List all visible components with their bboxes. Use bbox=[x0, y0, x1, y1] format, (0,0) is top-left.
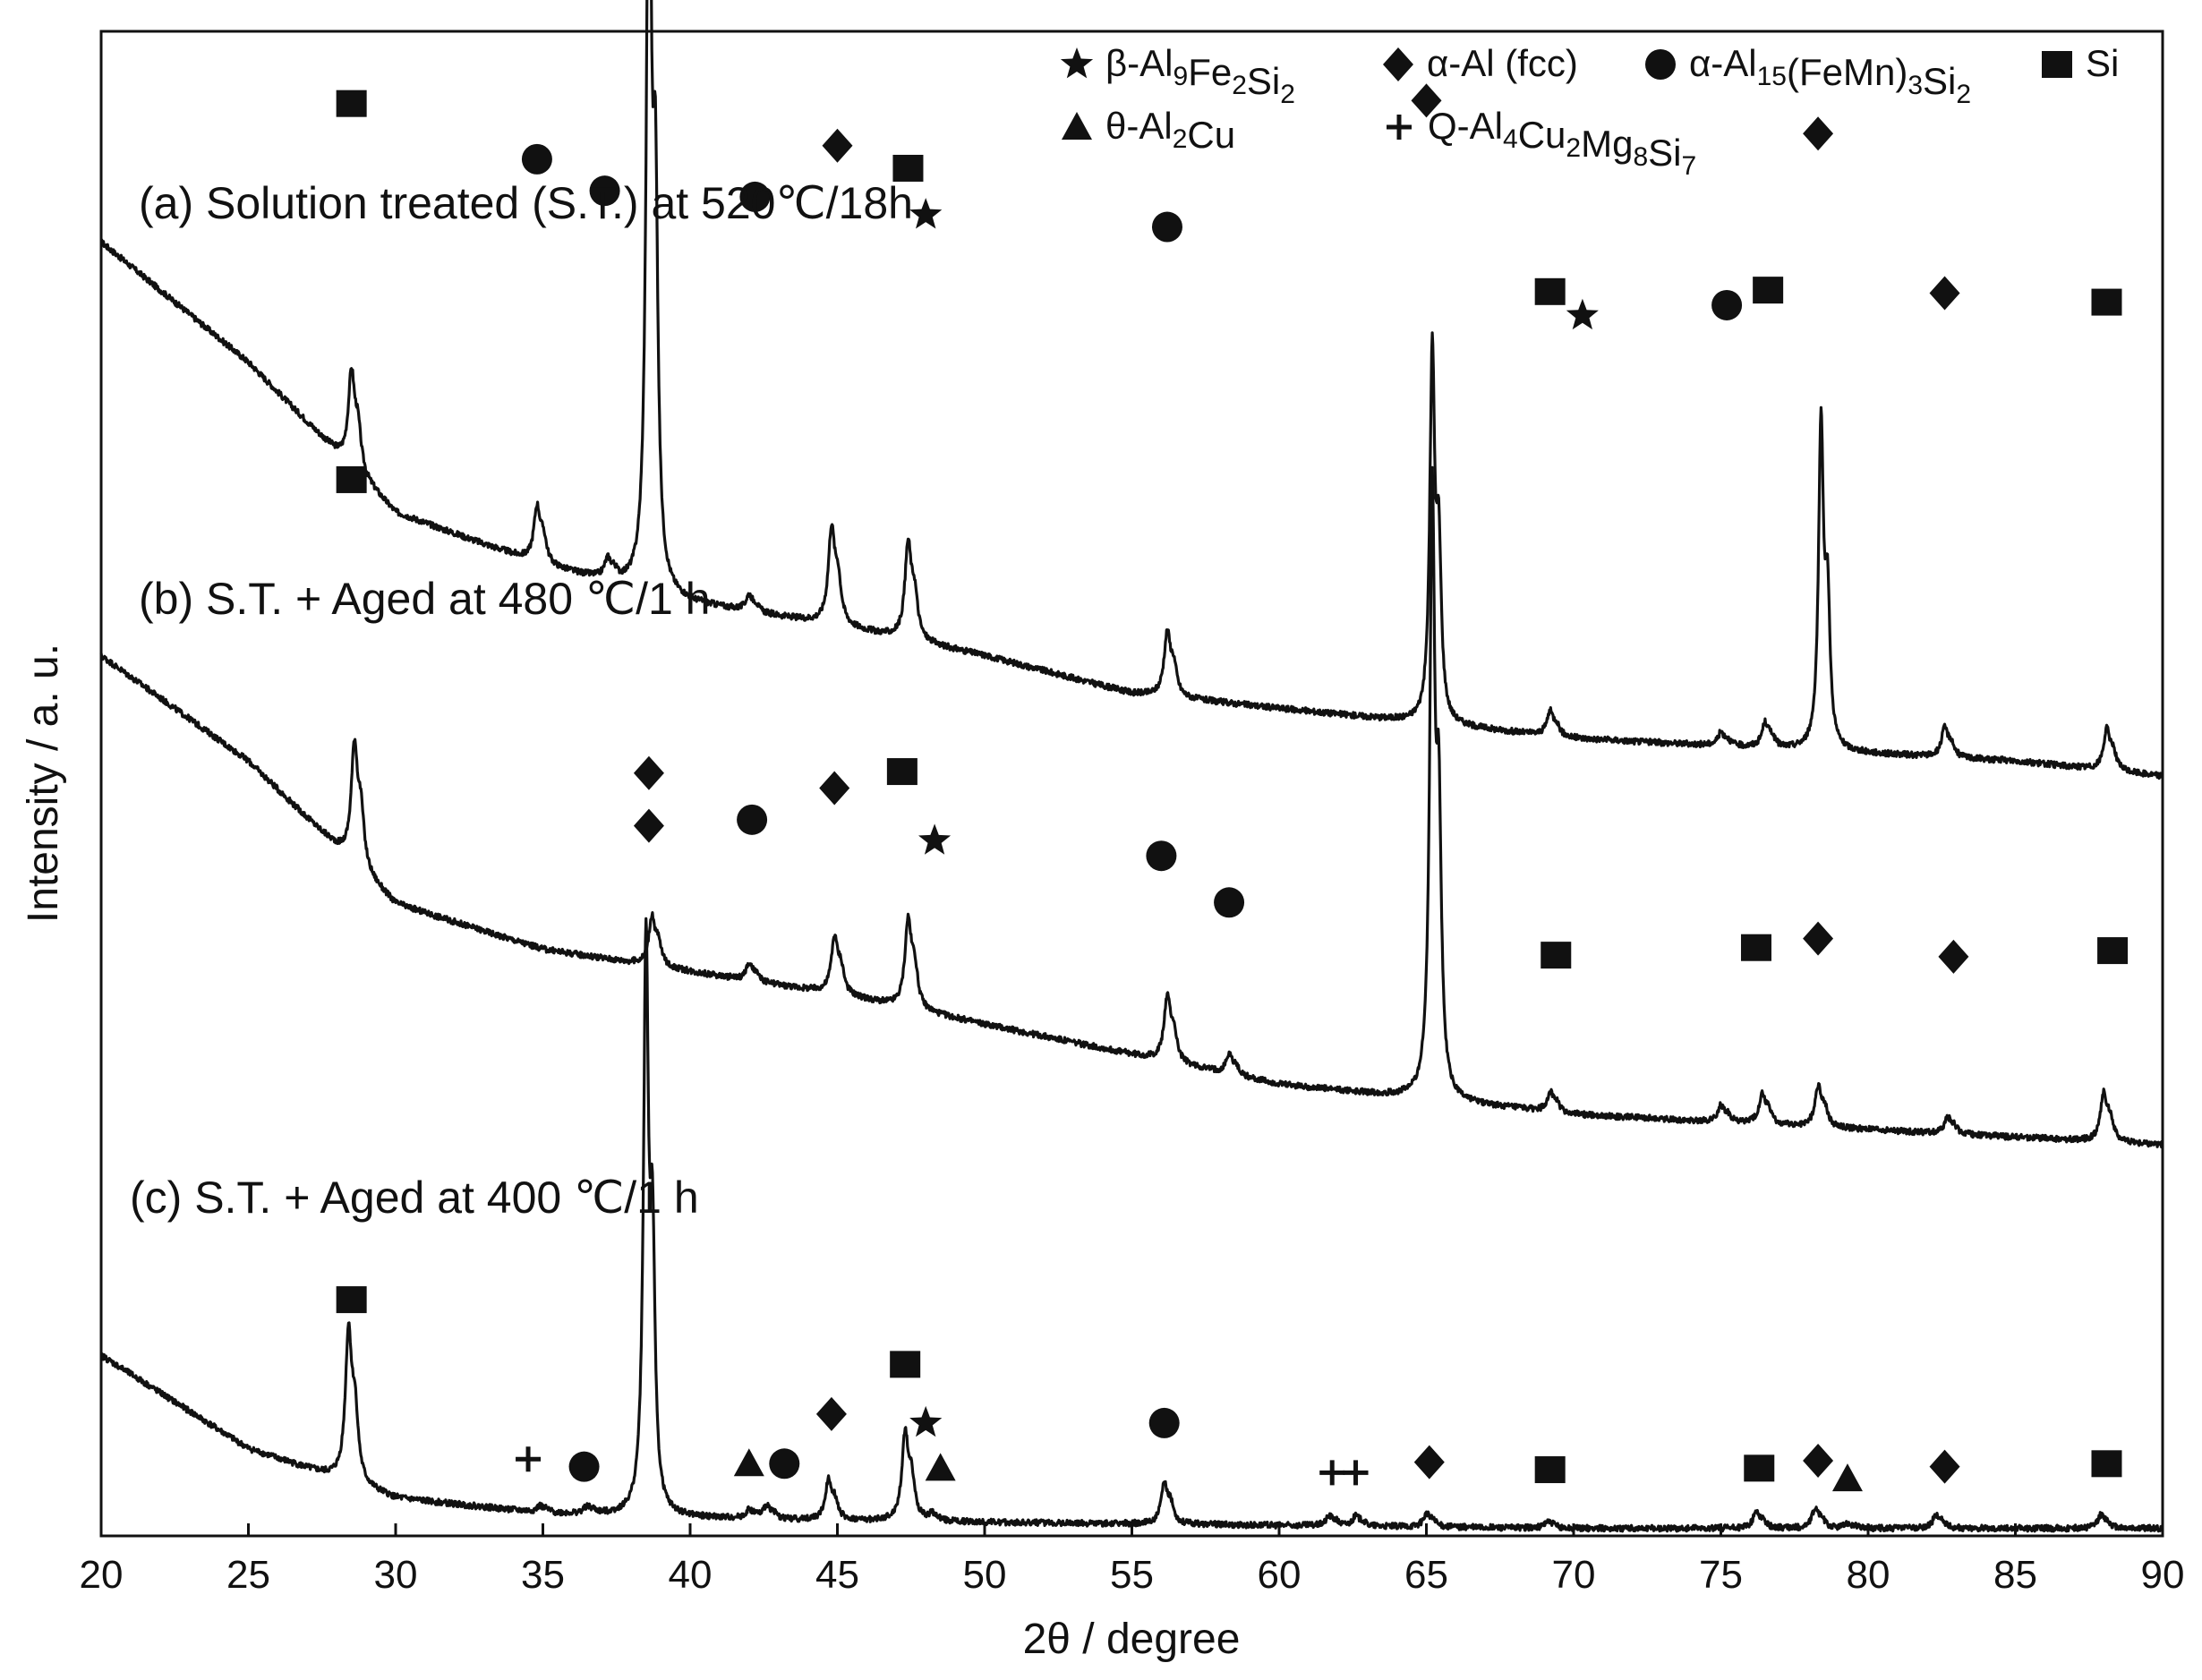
phase-marker-square bbox=[2091, 288, 2122, 316]
phase-marker-circle bbox=[1711, 289, 1743, 320]
x-tick-label: 25 bbox=[226, 1553, 270, 1597]
x-tick-label: 65 bbox=[1404, 1553, 1448, 1597]
curve-labels: (a) Solution treated (S.T.) at 520℃/18h (… bbox=[130, 178, 913, 1223]
phase-marker-square bbox=[1744, 1454, 1775, 1482]
legend-label: θ-Al2Cu bbox=[1105, 105, 1235, 156]
phase-marker-plus bbox=[1319, 1460, 1345, 1486]
phase-marker-circle bbox=[1151, 211, 1182, 243]
phase-marker-diamond bbox=[815, 1396, 847, 1431]
phase-marker-square bbox=[1534, 277, 1566, 305]
phase-marker-diamond bbox=[1938, 939, 1969, 974]
x-tick-label: 40 bbox=[669, 1553, 713, 1597]
phase-marker-square bbox=[336, 1286, 367, 1314]
phase-marker-circle bbox=[769, 1448, 800, 1480]
x-tick-label: 45 bbox=[815, 1553, 859, 1597]
phase-marker-diamond bbox=[1929, 276, 1960, 311]
x-tick-label: 30 bbox=[374, 1553, 418, 1597]
phase-marker-circle bbox=[739, 181, 771, 212]
x-tick-label: 60 bbox=[1258, 1553, 1302, 1597]
phase-marker-square bbox=[1753, 277, 1784, 304]
legend-icon-star bbox=[1060, 47, 1094, 79]
phase-marker-diamond bbox=[1803, 116, 1834, 151]
phase-marker-triangle bbox=[925, 1453, 956, 1481]
phase-marker-diamond bbox=[819, 771, 850, 806]
curve-label: (b) S.T. + Aged at 480 ℃/1 h bbox=[139, 574, 710, 624]
phase-marker-diamond bbox=[633, 808, 664, 843]
phase-marker-star bbox=[1566, 298, 1599, 330]
phase-marker-circle bbox=[1214, 887, 1245, 918]
phase-marker-circle bbox=[1146, 840, 1177, 872]
phase-marker-circle bbox=[521, 143, 552, 175]
phase-marker-circle bbox=[737, 804, 768, 835]
legend-label: α-Al15(FeMn)3Si2 bbox=[1689, 42, 1971, 109]
legend-label: β-Al9Fe2Si2 bbox=[1105, 42, 1295, 109]
legend-icon-square bbox=[2042, 51, 2072, 78]
series-group bbox=[99, 0, 2164, 1533]
phase-marker-circle bbox=[589, 175, 620, 207]
phase-marker-plus bbox=[1343, 1460, 1369, 1486]
legend-icon-triangle bbox=[1062, 112, 1092, 140]
phase-marker-star bbox=[909, 198, 943, 229]
phase-marker-diamond bbox=[822, 128, 853, 163]
series-line bbox=[99, 465, 2164, 1149]
x-axis: 20 25 30 35 40 45 50 55 60 65 70 75 80 85 90 bbox=[80, 1523, 2185, 1597]
x-tick-label: 50 bbox=[963, 1553, 1007, 1597]
x-axis-label: 2θ / degree bbox=[1023, 1616, 1241, 1663]
phase-marker-triangle bbox=[1831, 1463, 1863, 1492]
series-line bbox=[99, 917, 2164, 1533]
phase-marker-diamond bbox=[1411, 83, 1442, 118]
phase-marker-diamond bbox=[633, 755, 664, 790]
plot-frame bbox=[99, 30, 2164, 1538]
phase-marker-square bbox=[890, 1351, 921, 1378]
phase-markers bbox=[336, 83, 2129, 1492]
phase-marker-star bbox=[909, 1405, 943, 1437]
legend-label: α-Al (fcc) bbox=[1427, 42, 1578, 84]
x-tick-label: 20 bbox=[80, 1553, 124, 1597]
legend-icon-plus bbox=[1387, 115, 1412, 140]
curve-label: (c) S.T. + Aged at 400 ℃/1 h bbox=[130, 1173, 699, 1223]
x-tick-label: 70 bbox=[1552, 1553, 1596, 1597]
phase-marker-diamond bbox=[1929, 1449, 1960, 1484]
phase-marker-square bbox=[1740, 934, 1771, 961]
legend-icon-circle bbox=[1645, 49, 1676, 80]
series-line bbox=[100, 0, 2164, 780]
legend-label: Q-Al4Cu2Mg8Si7 bbox=[1428, 105, 1696, 181]
phase-marker-square bbox=[886, 758, 918, 786]
legend-label: Si bbox=[2086, 42, 2119, 84]
phase-marker-diamond bbox=[1413, 1445, 1445, 1480]
phase-marker-star bbox=[918, 823, 952, 855]
phase-marker-square bbox=[892, 154, 924, 182]
y-axis-label: Intensity / a. u. bbox=[20, 644, 67, 923]
phase-marker-square bbox=[2091, 1450, 2122, 1478]
legend-icon-diamond bbox=[1383, 47, 1413, 81]
phase-marker-square bbox=[336, 90, 367, 117]
phase-marker-diamond bbox=[1803, 921, 1834, 956]
x-tick-label: 80 bbox=[1847, 1553, 1890, 1597]
phase-marker-plus bbox=[516, 1446, 542, 1472]
x-tick-label: 35 bbox=[521, 1553, 565, 1597]
phase-marker-diamond bbox=[1803, 1443, 1834, 1478]
phase-marker-circle bbox=[1148, 1407, 1180, 1438]
phase-marker-square bbox=[336, 465, 367, 493]
x-tick-label: 90 bbox=[2141, 1553, 2185, 1597]
x-tick-label: 75 bbox=[1699, 1553, 1743, 1597]
phase-marker-circle bbox=[568, 1451, 600, 1482]
phase-marker-square bbox=[1541, 942, 1572, 969]
legend: β-Al9Fe2Si2 α-Al (fcc) α-Al15(FeMn)3Si2 Si θ… bbox=[1060, 42, 2119, 181]
phase-marker-square bbox=[2097, 937, 2129, 965]
phase-marker-square bbox=[1534, 1456, 1566, 1484]
x-tick-label: 55 bbox=[1110, 1553, 1154, 1597]
curve-label: (a) Solution treated (S.T.) at 520℃/18h bbox=[139, 178, 913, 228]
x-tick-label: 85 bbox=[1993, 1553, 2037, 1597]
phase-marker-triangle bbox=[733, 1448, 764, 1477]
